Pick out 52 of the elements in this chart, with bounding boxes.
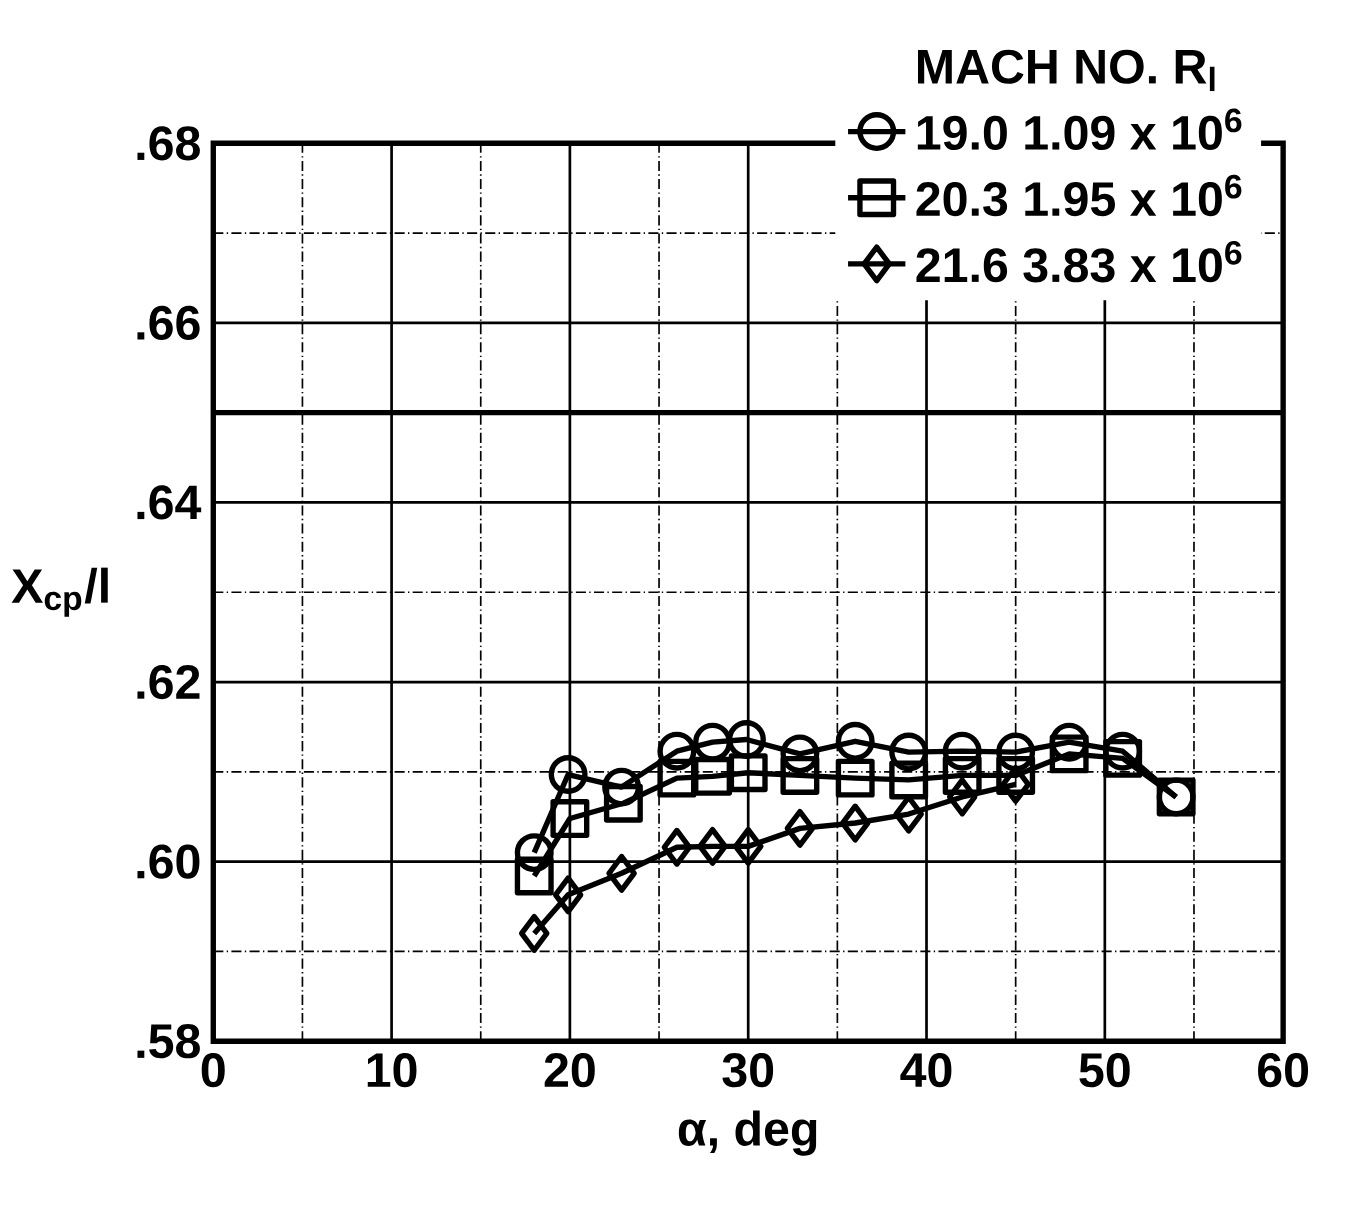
point [602,767,642,807]
legend-label: 19.0 1.09 x 10$^{6}$ [917,108,1242,150]
point [518,913,550,953]
point [946,777,978,817]
point [548,754,588,794]
point [606,853,637,893]
point [514,856,554,896]
point [661,827,693,867]
x-axis-title: α, deg [678,1110,817,1156]
y-tick-label: .66 [137,305,200,340]
point [784,808,816,848]
point [550,798,590,838]
point [839,803,871,843]
y-tick-label: .64 [137,485,202,520]
x-tick-label: 10 [367,1052,417,1088]
point [693,756,733,796]
point [889,732,929,772]
point [996,755,1036,795]
point [835,721,875,761]
x-tick-label: 50 [1079,1052,1130,1088]
point [552,875,584,915]
y-tick-label: .60 [137,844,200,879]
point [697,826,728,866]
y-tick-label: .62 [137,664,200,700]
point [1000,764,1031,804]
point [657,731,697,771]
x-tick-label: 0 [201,1052,225,1088]
point [889,760,929,800]
legend-label: 20.3 1.95 x 10$^{6}$ [916,174,1242,217]
point [1049,722,1089,762]
y-tick-label: .68 [137,126,200,161]
point [603,783,643,823]
point [942,731,982,771]
point [732,826,764,866]
point [1049,734,1089,774]
point [835,758,875,798]
point [996,732,1036,772]
point [942,755,982,795]
point [657,758,697,798]
x-tick-label: 20 [544,1052,595,1088]
y-axis-title: X$_{cp}$/l [11,567,108,617]
point [780,734,820,774]
x-tick-label: 40 [900,1052,952,1088]
point [728,753,768,793]
point [514,833,554,872]
legend-label: 21.6 3.83 x 10$^{6}$ [916,240,1242,283]
point [780,755,820,795]
y-tick-label: .58 [137,1023,200,1059]
point [1103,738,1143,778]
x-tick-label: 30 [722,1052,774,1088]
legend-title: MACH NO. R$_{l}$ [917,49,1215,91]
x-tick-label: 60 [1258,1052,1309,1088]
